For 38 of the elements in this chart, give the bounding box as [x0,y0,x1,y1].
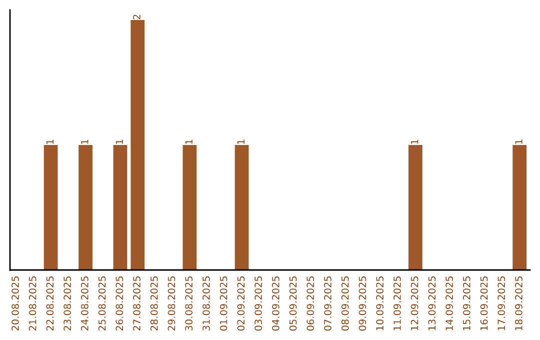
data-label: 1 [81,140,88,144]
x-tick-label: 10.09.2025 [376,276,384,330]
data-label: 2 [133,14,140,20]
x-tick-label: 08.09.2025 [341,276,349,331]
x-tick-label: 11.09.2025 [394,276,401,330]
x-tick-label: 24.08.2025 [80,276,88,331]
x-tick-label: 14.09.2025 [446,276,453,330]
x-tick-label: 17.09.2025 [498,276,506,330]
data-label: 1 [411,140,418,144]
x-tick-label: 23.08.2025 [64,276,71,331]
x-tick-label: 18.09.2025 [515,276,522,330]
x-tick-label: 30.08.2025 [185,276,193,330]
x-tick-label: 28.08.2025 [150,276,158,331]
x-tick-label: 02.09.2025 [237,276,245,331]
x-tick-label: 03.09.2025 [254,276,262,331]
x-tick-label: 05.09.2025 [289,276,297,331]
x-tick-label: 13.09.2025 [428,276,436,330]
x-tick-label: 20.08.2025 [12,276,19,331]
x-tick-label: 09.09.2025 [358,276,366,331]
x-tick-label: 04.09.2025 [272,276,280,331]
x-tick-label: 12.09.2025 [410,276,418,330]
x-tick-label: 06.09.2025 [306,276,314,331]
x-tick-label: 31.08.2025 [202,276,210,330]
data-label: 1 [46,140,54,144]
x-tick-label: 25.08.2025 [98,276,106,331]
x-tick-label: 27.08.2025 [133,276,140,331]
x-tick-label: 21.08.2025 [28,276,36,331]
x-tick-label: 29.08.2025 [168,276,176,331]
data-label: 1 [185,140,192,144]
data-label: 1 [116,140,123,144]
data-label: 1 [237,140,244,144]
data-label: 1 [515,140,522,144]
x-tick-label: 07.09.2025 [324,276,332,331]
x-tick-label: 15.09.2025 [462,276,470,330]
x-tick-label: 16.09.2025 [480,276,488,330]
x-tick-label: 22.08.2025 [46,276,54,331]
x-tick-label: 01.09.2025 [220,276,228,331]
x-tick-label: 26.08.2025 [116,276,124,331]
